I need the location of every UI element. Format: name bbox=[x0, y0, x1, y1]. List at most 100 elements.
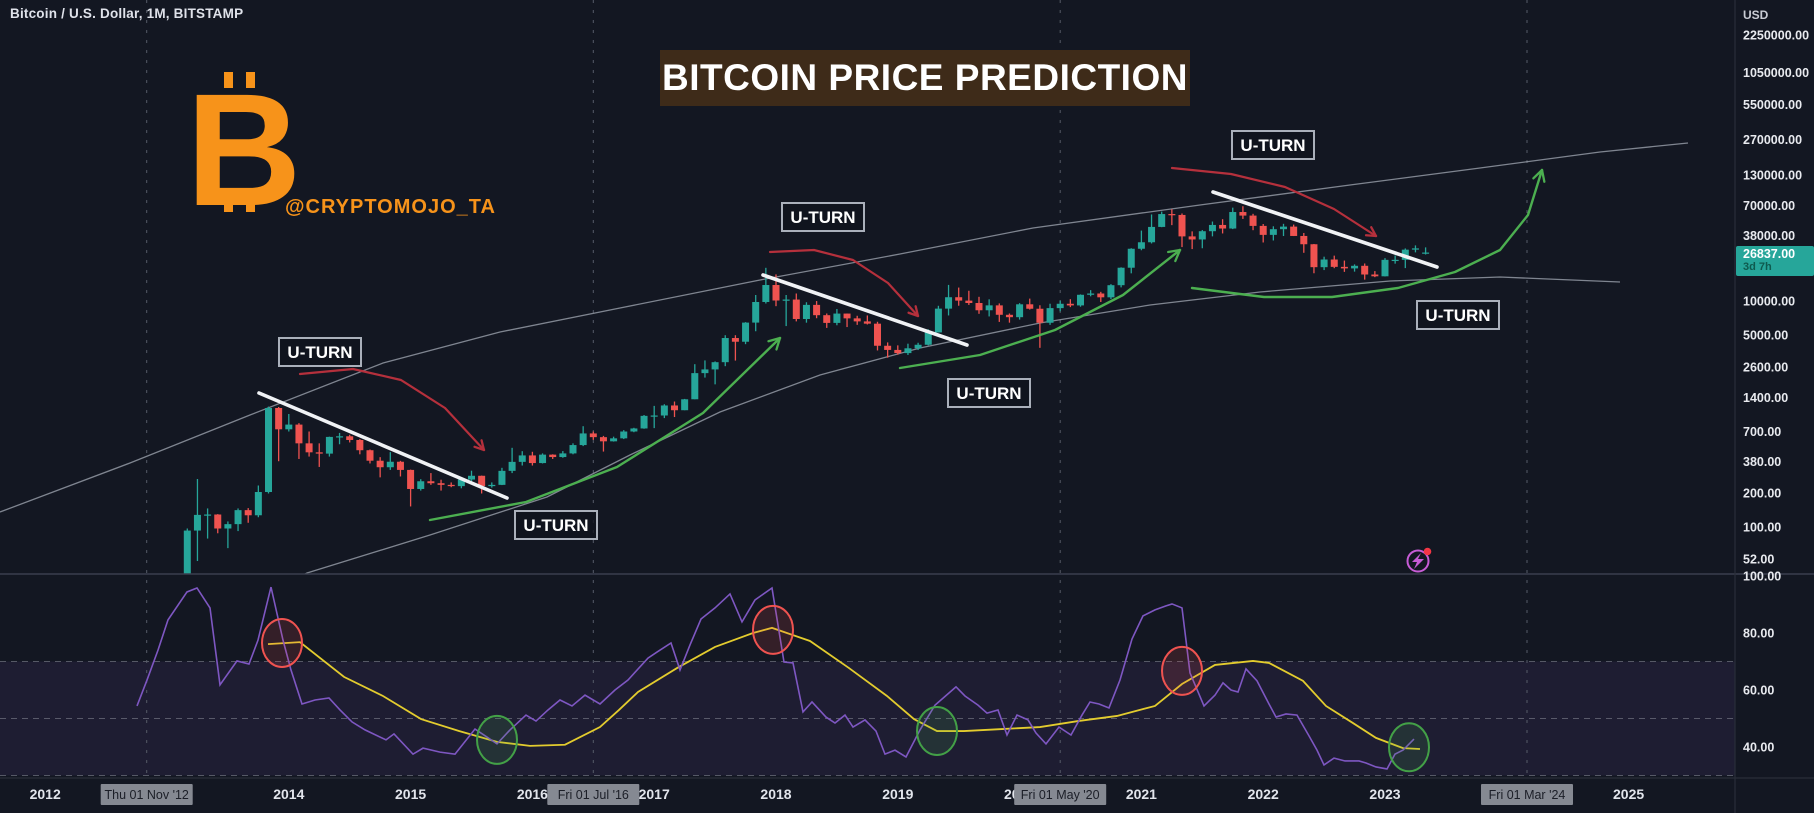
candle-down bbox=[955, 287, 963, 306]
candle-up bbox=[711, 361, 719, 385]
rsi-overbought-circle[interactable] bbox=[752, 604, 794, 655]
year-tick-label[interactable]: 2018 bbox=[760, 786, 791, 802]
rsi-tick-label[interactable]: 100.00 bbox=[1743, 570, 1781, 584]
candle-up bbox=[660, 404, 668, 419]
year-tick-label[interactable]: 2016 bbox=[517, 786, 548, 802]
candle-up bbox=[1077, 294, 1084, 307]
price-tick-label[interactable]: 200.00 bbox=[1743, 486, 1781, 500]
rsi-overbought-circle[interactable] bbox=[1161, 645, 1203, 696]
uturn-label[interactable]: U-TURN bbox=[1231, 130, 1315, 160]
rsi-oversold-circle[interactable] bbox=[916, 706, 958, 757]
reversal-arrow-down[interactable] bbox=[768, 248, 920, 318]
rsi-oversold-circle[interactable] bbox=[1388, 722, 1430, 773]
candle-down bbox=[1066, 299, 1074, 308]
candle-up bbox=[1158, 211, 1166, 228]
year-tick-label[interactable]: 2017 bbox=[639, 786, 670, 802]
candle-up bbox=[1016, 303, 1024, 320]
candle-down bbox=[1290, 224, 1298, 237]
growth-channel[interactable] bbox=[0, 142, 1689, 600]
uturn-label[interactable]: U-TURN bbox=[781, 202, 865, 232]
price-tick-label[interactable]: 380.00 bbox=[1743, 455, 1781, 469]
trendline[interactable] bbox=[1211, 190, 1439, 269]
candle-up bbox=[1351, 264, 1359, 272]
rsi-tick-label[interactable]: 60.00 bbox=[1743, 684, 1774, 698]
year-tick-label[interactable]: 2022 bbox=[1248, 786, 1279, 802]
uturn-label[interactable]: U-TURN bbox=[278, 337, 362, 367]
year-tick-label[interactable]: 2021 bbox=[1126, 786, 1157, 802]
candle-down bbox=[792, 293, 800, 322]
price-tick-label[interactable]: 130000.00 bbox=[1743, 169, 1802, 183]
candle-down bbox=[843, 313, 851, 328]
rsi-ma-line[interactable] bbox=[267, 626, 1421, 750]
year-tick-label[interactable]: 2019 bbox=[882, 786, 913, 802]
rally-arrow-up[interactable] bbox=[1190, 168, 1546, 299]
bitcoin-logo-bar bbox=[246, 196, 255, 212]
trendline[interactable] bbox=[257, 391, 509, 500]
year-tick-label[interactable]: 2025 bbox=[1613, 786, 1644, 802]
price-tick-label[interactable]: 5000.00 bbox=[1743, 329, 1788, 343]
price-tick-label[interactable]: 2600.00 bbox=[1743, 361, 1788, 375]
rsi-line[interactable] bbox=[136, 586, 1415, 770]
candle-up bbox=[254, 485, 262, 518]
trendline[interactable] bbox=[761, 273, 969, 347]
candle-up bbox=[1087, 290, 1095, 297]
rsi-overbought-circle[interactable] bbox=[261, 617, 303, 668]
rally-arrow-up[interactable] bbox=[428, 336, 782, 522]
price-tick-label[interactable]: 70000.00 bbox=[1743, 199, 1795, 213]
rsi-pane[interactable] bbox=[0, 661, 1735, 776]
price-tick-label[interactable]: 2250000.00 bbox=[1743, 29, 1809, 43]
price-tick-label[interactable]: 38000.00 bbox=[1743, 229, 1795, 243]
candle-up bbox=[204, 508, 212, 539]
candle-up bbox=[183, 528, 191, 574]
price-tick-label[interactable]: 700.00 bbox=[1743, 425, 1781, 439]
price-tick-label[interactable]: 1050000.00 bbox=[1743, 66, 1809, 80]
uturn-label[interactable]: U-TURN bbox=[1416, 300, 1500, 330]
author-handle: @CRYPTOMOJO_TA bbox=[285, 196, 496, 218]
candle-up bbox=[1046, 303, 1054, 325]
candle-down bbox=[1005, 313, 1013, 323]
candle-down bbox=[1300, 232, 1308, 253]
year-tick-label[interactable]: 2015 bbox=[395, 786, 426, 802]
candle-down bbox=[295, 423, 303, 459]
candle-up bbox=[681, 398, 689, 411]
uturn-label[interactable]: U-TURN bbox=[514, 510, 598, 540]
candle-up bbox=[945, 284, 953, 316]
candle-down bbox=[356, 439, 364, 455]
candle-up bbox=[1320, 256, 1328, 271]
price-tick-label[interactable]: 52.00 bbox=[1743, 553, 1774, 567]
candle-up bbox=[488, 482, 496, 488]
rsi-oversold-circle[interactable] bbox=[476, 714, 518, 765]
price-tick-label[interactable]: 1400.00 bbox=[1743, 391, 1788, 405]
year-tick-label[interactable]: 2014 bbox=[273, 786, 304, 802]
year-tick-label[interactable]: 2012 bbox=[30, 786, 61, 802]
flash-marker-icon[interactable] bbox=[1406, 547, 1432, 573]
svg-text:Fri 01 Jul '16: Fri 01 Jul '16 bbox=[558, 788, 629, 802]
price-tick-label[interactable]: 550000.00 bbox=[1743, 98, 1802, 112]
rsi-tick-label[interactable]: 80.00 bbox=[1743, 627, 1774, 641]
uturn-label[interactable]: U-TURN bbox=[947, 378, 1031, 408]
candle-down bbox=[975, 296, 983, 314]
candles[interactable] bbox=[164, 206, 1430, 627]
halving-date-label: Fri 01 May '20 bbox=[1014, 784, 1107, 805]
candle-down bbox=[1219, 219, 1227, 234]
candle-down bbox=[447, 482, 455, 488]
price-tick-label[interactable]: 10000.00 bbox=[1743, 295, 1795, 309]
candle-up bbox=[1391, 255, 1399, 264]
rsi-tick-label[interactable]: 40.00 bbox=[1743, 741, 1774, 755]
candle-down bbox=[1026, 298, 1034, 310]
channel-line[interactable] bbox=[255, 276, 1621, 600]
price-tick-label[interactable]: 270000.00 bbox=[1743, 133, 1802, 147]
channel-line[interactable] bbox=[0, 142, 1689, 513]
candle-up bbox=[265, 406, 272, 494]
candle-down bbox=[995, 303, 1003, 322]
symbol-title[interactable]: Bitcoin / U.S. Dollar, 1M, BITSTAMP bbox=[10, 6, 244, 21]
reversal-arrow-down[interactable] bbox=[298, 367, 486, 452]
rally-arrow-up[interactable] bbox=[898, 248, 1182, 370]
candle-up bbox=[1056, 300, 1064, 312]
year-tick-label[interactable]: 2023 bbox=[1369, 786, 1400, 802]
price-tick-label[interactable]: 100.00 bbox=[1743, 521, 1781, 535]
candle-up bbox=[1137, 230, 1145, 251]
reversal-arrow-down[interactable] bbox=[1170, 166, 1378, 238]
